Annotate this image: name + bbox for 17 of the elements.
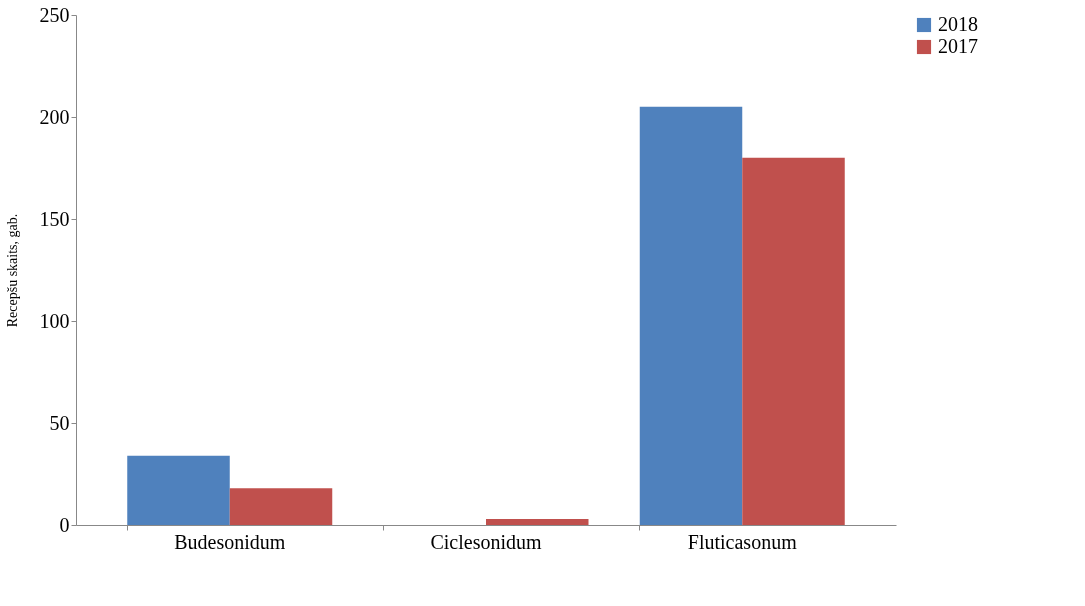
x-tick-label: Budesonidum — [174, 530, 286, 553]
y-tick-label: 150 — [39, 207, 70, 230]
x-tick-label: Fluticasonum — [687, 530, 798, 553]
x-tick-label: Ciclesonidum — [430, 530, 542, 553]
bar — [742, 157, 845, 525]
y-tick-label: 0 — [59, 513, 70, 536]
y-tick-label: 250 — [39, 3, 70, 26]
y-axis-title: Recepšu skaits, gab. — [4, 213, 20, 328]
bar — [486, 518, 589, 525]
bar — [229, 488, 333, 525]
bar — [639, 106, 743, 525]
legend-label: 2017 — [938, 35, 978, 57]
y-tick-label: 50 — [49, 411, 70, 434]
y-tick-label: 100 — [39, 309, 70, 332]
y-tick-label: 200 — [39, 105, 70, 128]
bar — [127, 455, 230, 525]
legend-label: 2018 — [938, 13, 978, 35]
